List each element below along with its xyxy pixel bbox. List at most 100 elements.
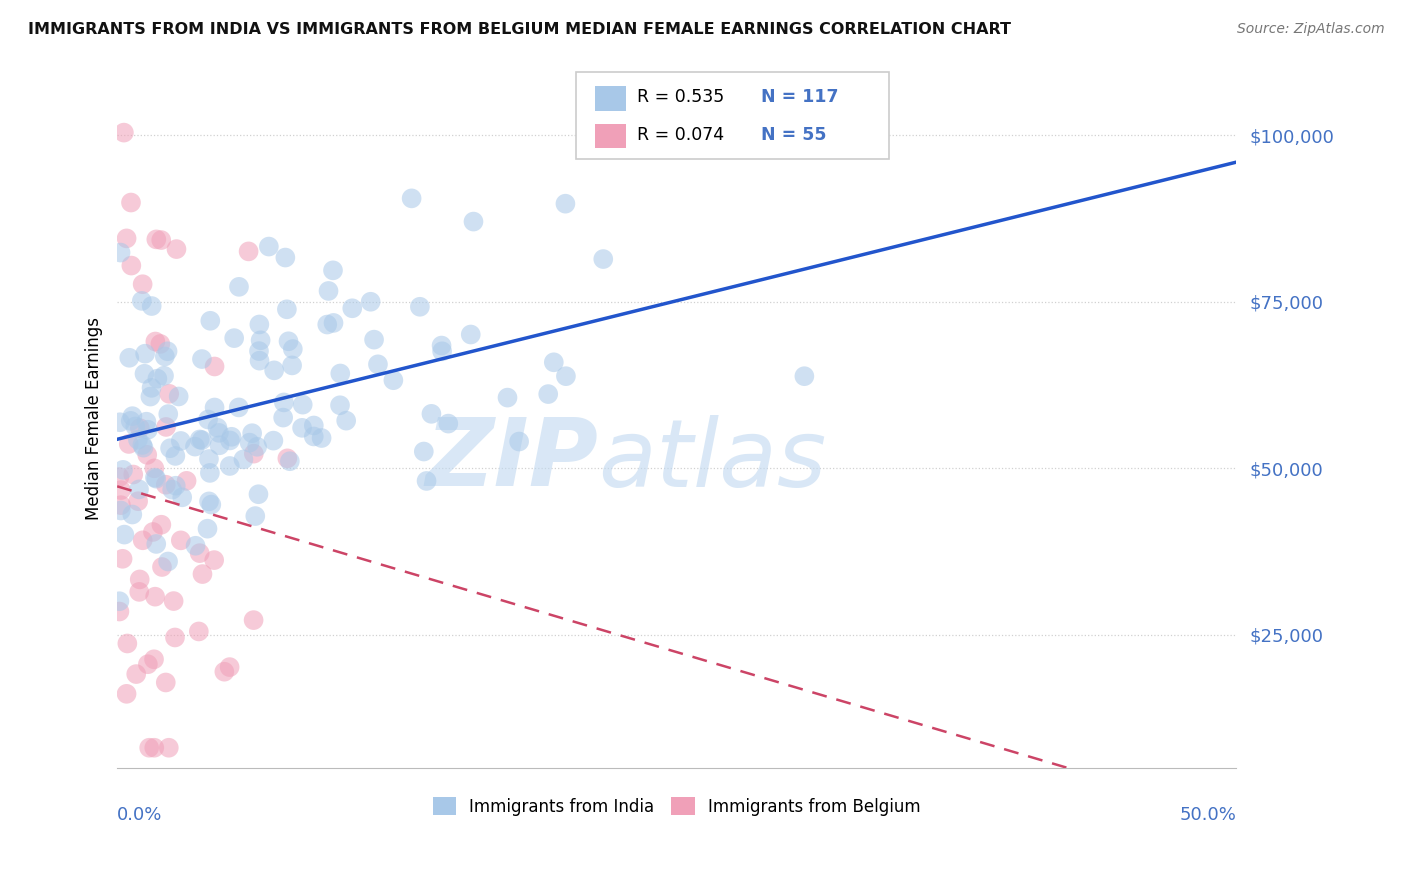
Point (239, 435, 262, 450)
Point (176, 474, 198, 488)
Point (115, 687, 138, 701)
Point (110, 483, 132, 497)
Point (208, 438, 231, 452)
Text: atlas: atlas (599, 415, 827, 506)
Point (232, 452, 254, 467)
Point (460, 327, 482, 342)
Point (128, 585, 150, 599)
Point (537, 387, 560, 401)
Point (110, 503, 132, 517)
Point (276, 302, 298, 317)
Point (136, 448, 159, 462)
Point (121, 409, 143, 424)
Point (555, 369, 578, 384)
Point (141, 299, 163, 313)
Point (316, 318, 339, 332)
Text: 0.0%: 0.0% (117, 806, 163, 824)
Point (136, 423, 159, 437)
Point (122, 467, 145, 482)
Point (420, 407, 443, 421)
Point (508, 434, 530, 449)
Legend: Immigrants from India, Immigrants from Belgium: Immigrants from India, Immigrants from B… (426, 791, 927, 822)
Point (155, 675, 177, 690)
Point (197, 522, 219, 536)
Point (415, 474, 437, 488)
Point (131, 438, 153, 452)
Point (163, 631, 186, 645)
Point (150, 560, 173, 574)
Point (127, 494, 149, 508)
Point (247, 487, 270, 501)
Point (172, 491, 194, 505)
Point (793, 369, 815, 384)
Point (165, 449, 187, 463)
Point (143, 740, 166, 755)
Point (117, 636, 139, 650)
Point (281, 342, 304, 356)
Point (112, 527, 135, 541)
Text: ZIP: ZIP (426, 414, 599, 506)
Point (207, 421, 229, 435)
Point (149, 337, 172, 351)
Point (543, 355, 565, 369)
Point (136, 657, 159, 672)
Point (463, 214, 485, 228)
Text: IMMIGRANTS FROM INDIA VS IMMIGRANTS FROM BELGIUM MEDIAN FEMALE EARNINGS CORRELAT: IMMIGRANTS FROM INDIA VS IMMIGRANTS FROM… (28, 22, 1011, 37)
Point (257, 239, 280, 253)
Point (110, 498, 132, 512)
Point (143, 470, 166, 484)
Point (302, 418, 325, 433)
Point (221, 430, 243, 444)
Point (146, 372, 169, 386)
Point (228, 401, 250, 415)
Point (108, 470, 131, 484)
Point (132, 441, 155, 455)
Point (249, 353, 271, 368)
Point (242, 613, 264, 627)
Point (139, 390, 162, 404)
Point (156, 344, 179, 359)
Point (145, 537, 167, 551)
Point (167, 389, 190, 403)
Point (430, 338, 453, 352)
Point (108, 605, 131, 619)
Point (204, 401, 226, 415)
Point (157, 387, 180, 401)
Text: R = 0.535: R = 0.535 (637, 88, 724, 106)
Point (238, 244, 260, 259)
Point (342, 301, 364, 316)
Point (184, 440, 207, 454)
Point (360, 294, 382, 309)
Point (276, 451, 298, 466)
Text: R = 0.074: R = 0.074 (637, 126, 724, 145)
Point (128, 421, 150, 435)
Point (245, 509, 267, 524)
Point (134, 346, 156, 360)
Point (188, 546, 211, 560)
FancyBboxPatch shape (576, 72, 889, 160)
Point (159, 441, 181, 455)
Point (170, 533, 193, 548)
Point (271, 410, 294, 425)
Point (247, 318, 270, 332)
Point (118, 351, 141, 365)
Point (198, 466, 221, 480)
Point (208, 425, 231, 440)
Point (274, 251, 297, 265)
Point (132, 533, 155, 548)
FancyBboxPatch shape (595, 87, 626, 111)
Point (277, 334, 299, 349)
Point (153, 350, 176, 364)
Point (291, 421, 314, 435)
Point (145, 232, 167, 246)
Point (318, 284, 340, 298)
Point (262, 434, 284, 448)
Text: Source: ZipAtlas.com: Source: ZipAtlas.com (1237, 22, 1385, 37)
Point (246, 440, 269, 454)
Point (143, 461, 166, 475)
Point (412, 444, 434, 458)
Point (153, 368, 176, 383)
Point (263, 363, 285, 377)
Point (197, 412, 219, 426)
Point (108, 415, 131, 429)
